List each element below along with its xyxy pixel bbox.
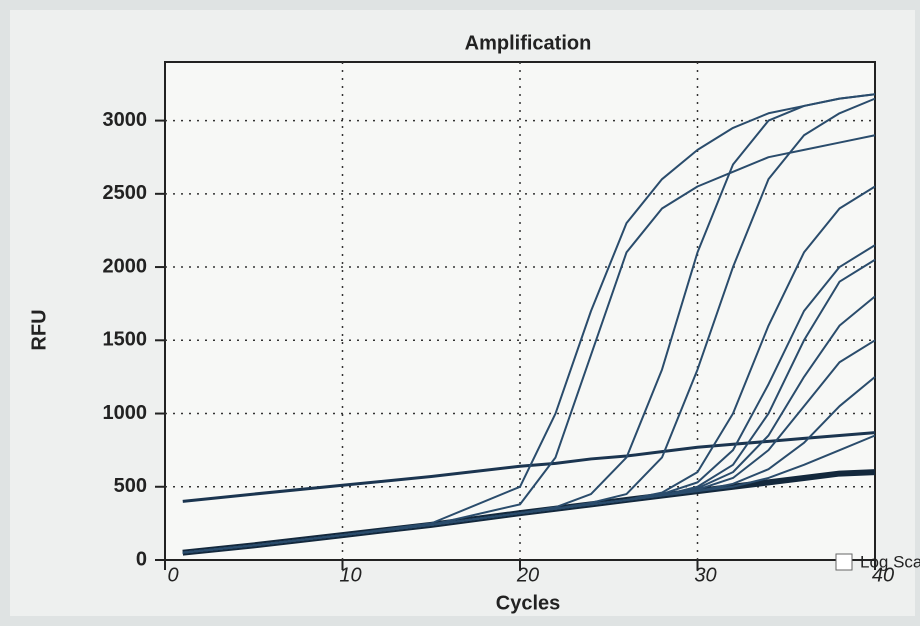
- x-tick-label: 0: [167, 564, 178, 586]
- x-tick-label: 40: [872, 564, 894, 586]
- y-tick-label: 500: [114, 475, 147, 497]
- y-tick-label: 1000: [103, 402, 148, 424]
- x-tick-label: 30: [694, 564, 716, 586]
- y-tick-label: 3000: [103, 109, 148, 131]
- y-tick-label: 0: [136, 548, 147, 570]
- x-tick-label: 20: [516, 564, 539, 586]
- x-tick-label: 10: [339, 564, 361, 586]
- amplification-curve: [182, 434, 876, 554]
- y-tick-label: 2500: [103, 182, 148, 204]
- y-tick-label: 2000: [103, 255, 148, 277]
- chart-title: Amplification: [465, 32, 592, 54]
- x-axis-label: Cycles: [496, 592, 561, 614]
- y-axis-label: RFU: [28, 309, 50, 350]
- log-scale-checkbox[interactable]: [835, 553, 853, 571]
- y-tick-label: 1500: [103, 329, 148, 351]
